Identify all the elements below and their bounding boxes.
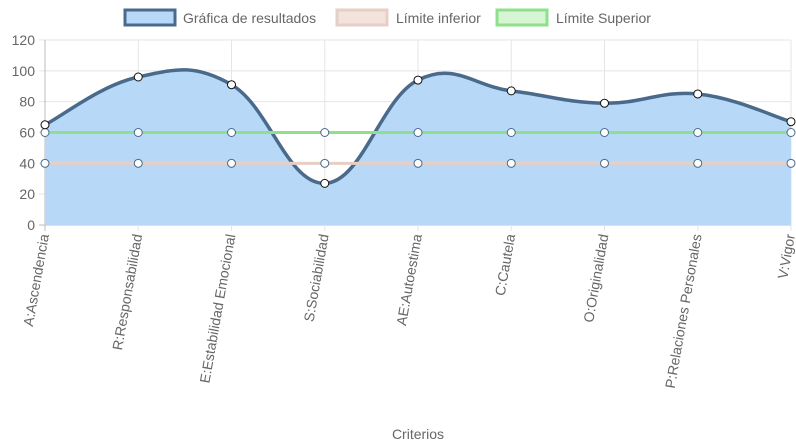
y-tick-label: 80 [19,94,35,110]
legend-swatch [123,8,177,27]
legend-item-limite-inferior[interactable]: Límite inferior [335,8,481,27]
x-tick-label: R:Responsabilidad [109,233,145,352]
data-point-grafica-de-resultados[interactable] [227,80,236,90]
y-tick-label: 100 [12,63,36,79]
legend-item-limite-superior[interactable]: Límite Superior [495,8,651,27]
x-axis-ticks: A:Ascendencia R:Responsabilidad E:Estabili… [20,232,796,389]
x-tick-label: V:Vigor [774,232,796,280]
x-tick-label: AE:Autoestima [393,233,425,327]
y-axis-ticks: 0 20 40 60 80 100 120 [12,32,36,233]
x-tick-label: O:Originalidad [580,233,611,324]
data-point-limite-inferior[interactable] [320,158,330,168]
data-point-limite-superior[interactable] [320,128,330,137]
data-point-limite-inferior[interactable] [133,158,143,168]
legend-item-grafica-de-resultados[interactable]: Gráfica de resultados [123,8,316,27]
y-tick-label: 40 [19,155,35,171]
data-point-grafica-de-resultados[interactable] [133,72,143,82]
y-tick-label: 0 [27,217,35,233]
data-point-limite-superior[interactable] [227,128,236,137]
data-point-grafica-de-resultados[interactable] [40,120,50,130]
y-tick-label: 20 [19,186,35,202]
data-point-grafica-de-resultados[interactable] [506,86,516,96]
legend-swatch [335,8,389,27]
x-tick-label: E:Estabilidad Emocional [196,233,238,384]
data-point-grafica-de-resultados[interactable] [600,98,609,108]
data-point-limite-superior[interactable] [413,128,423,137]
data-point-limite-superior[interactable] [786,128,796,137]
data-point-limite-inferior[interactable] [786,158,796,168]
data-point-limite-inferior[interactable] [693,158,703,168]
x-tick-label: S:Sociabilidad [301,233,332,323]
data-point-limite-superior[interactable] [506,128,516,137]
x-axis-title: Criterios [392,426,444,442]
legend-swatch [495,8,549,27]
series-line-grafica-de-resultados [44,68,792,186]
data-point-limite-superior[interactable] [133,128,143,137]
data-point-limite-superior[interactable] [40,128,50,137]
x-tick-label: P:Relaciones Personales [662,233,705,390]
x-tick-label: A:Ascendencia [20,233,52,328]
x-tick-label: C:Cautela [492,233,519,297]
data-point-grafica-de-resultados[interactable] [786,117,796,127]
legend[interactable]: Gráfica de resultados Límite inferior Lími… [123,8,651,27]
y-tick-label: 60 [19,125,35,141]
data-point-limite-inferior[interactable] [413,158,423,168]
points-layer [40,72,796,188]
data-point-limite-superior[interactable] [693,128,703,137]
legend-label: Límite Superior [556,10,651,26]
legend-label: Límite inferior [396,10,481,26]
data-point-limite-inferior[interactable] [40,158,50,168]
data-point-limite-superior[interactable] [600,128,609,137]
data-point-limite-inferior[interactable] [600,158,609,168]
data-point-grafica-de-resultados[interactable] [413,75,423,85]
y-tick-label: 120 [12,32,36,48]
data-point-grafica-de-resultados[interactable] [320,178,330,188]
data-point-grafica-de-resultados[interactable] [693,89,703,99]
data-point-limite-inferior[interactable] [506,158,516,168]
legend-label: Gráfica de resultados [183,10,316,26]
series-layer [44,68,792,225]
data-point-limite-inferior[interactable] [227,158,236,168]
series-area-grafica-de-resultados [45,69,791,225]
